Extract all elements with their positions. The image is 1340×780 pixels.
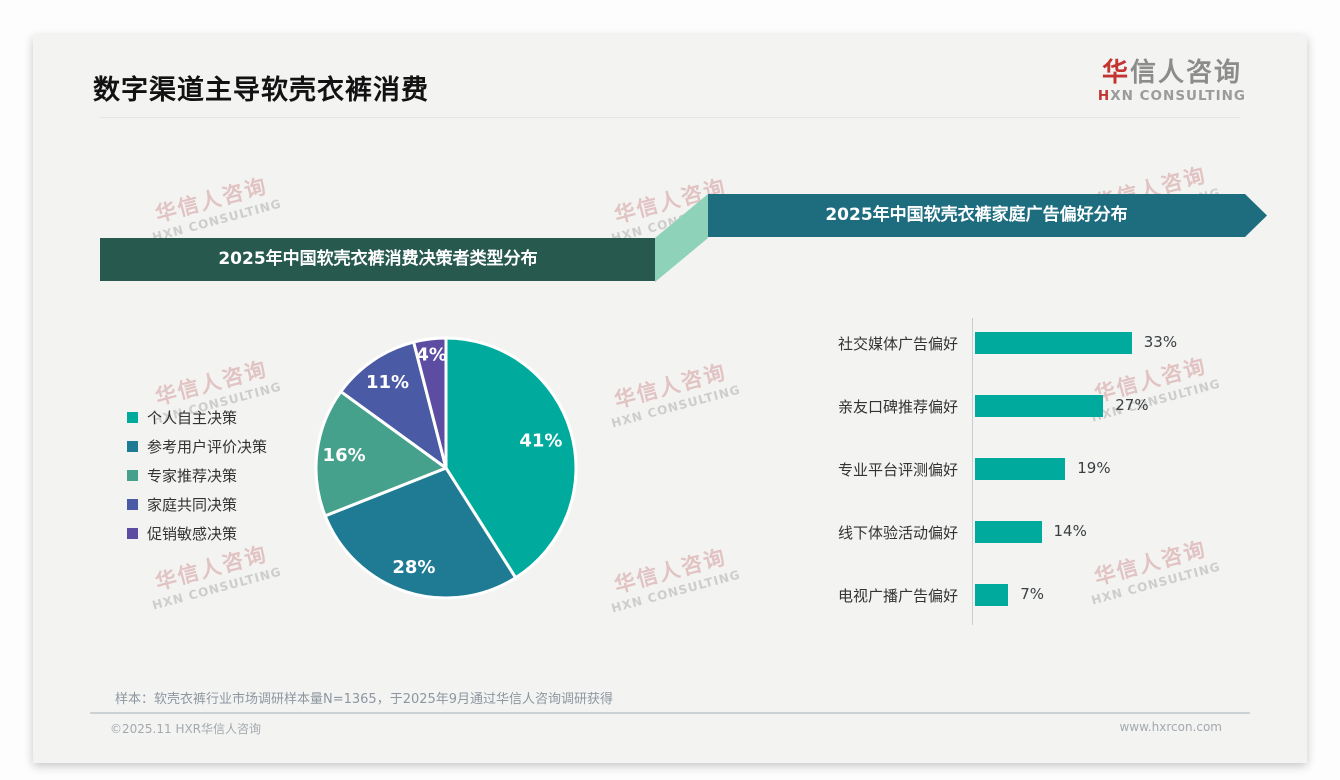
bar-chart-title-banner: 2025年中国软壳衣裤家庭广告偏好分布 (708, 194, 1267, 237)
pie-chart-title: 2025年中国软壳衣裤消费决策者类型分布 (218, 249, 538, 269)
banner-fold-ribbon (655, 194, 708, 282)
logo-english-name: HXN CONSULTING (1098, 88, 1246, 105)
pie-data-label-4: 4% (416, 345, 447, 366)
bar-category-label-1: 亲友口碑推荐偏好 (837, 398, 958, 416)
pie-slice-2 (314, 390, 448, 518)
bar-value-label-2: 19% (1077, 459, 1111, 477)
sample-note: 样本：软壳衣裤行业市场调研样本量N=1365，于2025年9月通过华信人咨询调研… (115, 692, 614, 707)
pie-data-label-3: 11% (366, 372, 409, 393)
pie-slice-1 (323, 466, 518, 600)
legend-swatch-icon (127, 499, 138, 510)
legend-swatch-icon (127, 412, 138, 423)
pie-chart: 41% 28% 16% 11% 4% (314, 336, 578, 600)
bar-chart: 社交媒体广告偏好 33% 亲友口碑推荐偏好 27% 专业平台评测偏好 19% 线下体验活动偏… (760, 310, 1260, 640)
bar-axis-line (972, 318, 973, 625)
footer-divider (90, 712, 1250, 714)
title-divider (100, 117, 1240, 118)
bar-value-label-0: 33% (1143, 333, 1178, 351)
fold-shape (655, 194, 708, 282)
website-url: www.hxrcon.com (1119, 720, 1222, 734)
brand-logo: 华信人咨询 HXN CONSULTING (1098, 58, 1246, 105)
logo-cn-accent: 华 (1101, 58, 1130, 88)
legend-label: 家庭共同决策 (147, 496, 238, 514)
legend-label: 促销敏感决策 (147, 525, 238, 543)
logo-en-accent: H (1097, 88, 1111, 104)
pie-data-label-2: 16% (323, 445, 366, 466)
bar-value-label-1: 27% (1115, 396, 1149, 414)
legend-item-1: 参考用户评价决策 (127, 432, 267, 461)
legend-item-0: 个人自主决策 (127, 403, 267, 432)
legend-item-3: 家庭共同决策 (127, 490, 267, 519)
copyright-text: ©2025.11 HXR华信人咨询 (110, 722, 262, 736)
bar-rect-0 (975, 332, 1132, 354)
bar-chart-title: 2025年中国软壳衣裤家庭广告偏好分布 (825, 205, 1128, 225)
legend-swatch-icon (127, 470, 138, 481)
page-title: 数字渠道主导软壳衣裤消费 (93, 75, 429, 106)
bar-value-label-4: 7% (1020, 585, 1045, 603)
pie-chart-title-banner: 2025年中国软壳衣裤消费决策者类型分布 (100, 238, 656, 281)
pie-data-label-0: 41% (519, 430, 562, 451)
bar-value-label-3: 14% (1053, 522, 1087, 540)
pie-slice-3 (339, 340, 448, 470)
legend-label: 专家推荐决策 (147, 467, 238, 485)
legend-swatch-icon (127, 441, 138, 452)
bar-rect-2 (975, 458, 1066, 480)
legend-label: 个人自主决策 (147, 409, 238, 427)
legend-item-4: 促销敏感决策 (127, 519, 267, 548)
bar-category-label-2: 专业平台评测偏好 (837, 461, 958, 479)
bar-category-label-3: 线下体验活动偏好 (837, 524, 958, 542)
pie-slice-4 (412, 336, 448, 470)
bar-category-label-0: 社交媒体广告偏好 (837, 335, 958, 353)
legend-swatch-icon (127, 528, 138, 539)
pie-legend: 个人自主决策参考用户评价决策 专家推荐决策 家庭共同决策 促销敏感决策 (127, 403, 267, 548)
logo-en-rest: XN CONSULTING (1110, 88, 1246, 104)
bar-rect-1 (975, 395, 1104, 417)
legend-item-2: 专家推荐决策 (127, 461, 267, 490)
pie-data-label-1: 28% (392, 557, 435, 578)
legend-label: 参考用户评价决策 (147, 438, 268, 456)
bar-rect-4 (975, 584, 1009, 606)
logo-chinese-name: 华信人咨询 (1098, 58, 1246, 88)
bar-category-label-4: 电视广播广告偏好 (837, 587, 958, 605)
logo-cn-rest: 信人咨询 (1129, 58, 1242, 88)
bar-rect-3 (975, 521, 1042, 543)
